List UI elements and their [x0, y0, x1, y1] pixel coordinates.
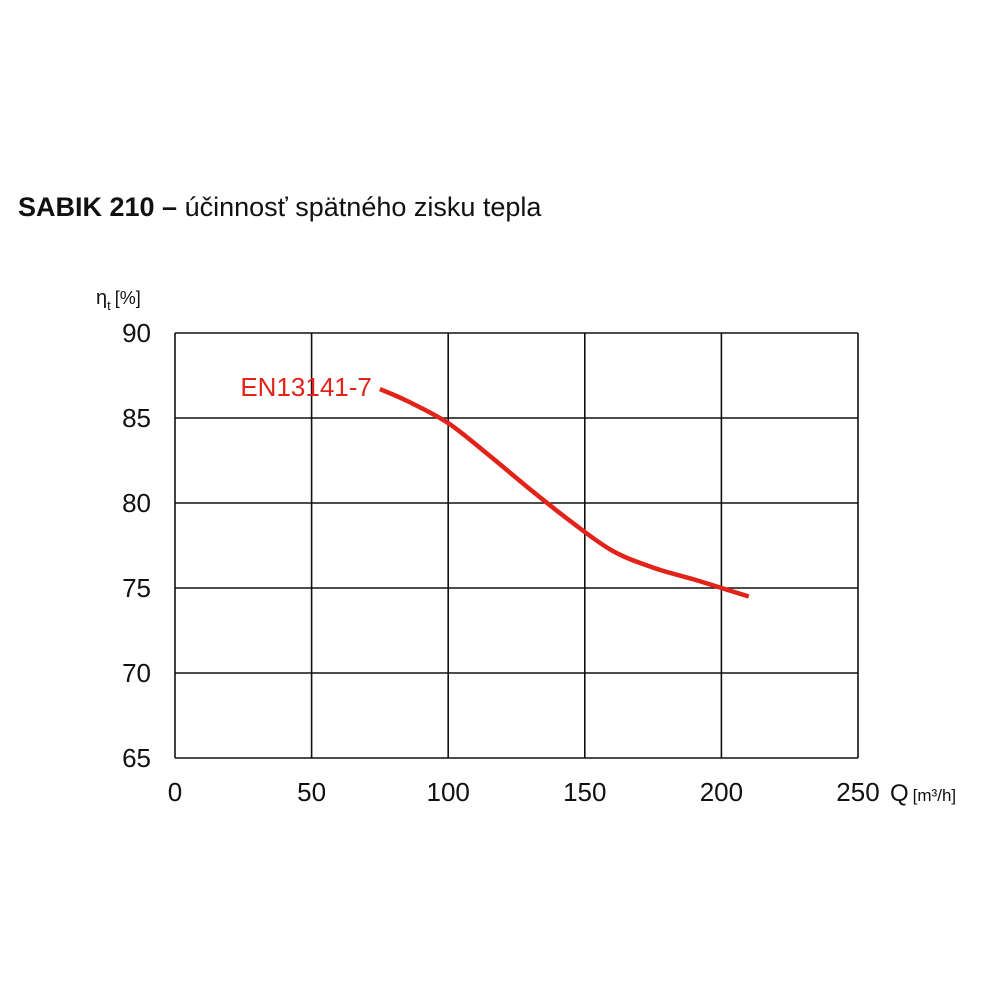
y-tick-label: 85 [122, 403, 151, 433]
series-label: EN13141-7 [240, 372, 372, 402]
y-tick-label: 75 [122, 573, 151, 603]
x-axis-symbol: Q [890, 780, 909, 807]
x-tick-label: 150 [563, 777, 606, 807]
chart-title-model: SABIK 210 – [18, 192, 178, 222]
y-tick-label: 65 [122, 743, 151, 773]
y-tick-label: 70 [122, 658, 151, 688]
x-axis-label: Q [m³/h] [890, 780, 956, 807]
y-axis-unit: [%] [115, 288, 141, 308]
y-tick-label: 90 [122, 318, 151, 348]
series-layer: EN13141-7 [240, 372, 750, 599]
x-tick-label: 100 [427, 777, 470, 807]
y-axis-subscript: t [107, 298, 111, 313]
y-axis-symbol: η [96, 287, 107, 309]
chart-title: SABIK 210 – účinnosť spätného zisku tepl… [18, 192, 541, 223]
x-tick-label: 200 [700, 777, 743, 807]
y-tick-label: 80 [122, 488, 151, 518]
axis-labels: ηt [%] Q [m³/h] [96, 287, 956, 807]
series-line-en13141-7 [379, 387, 750, 599]
y-axis-label: ηt [%] [96, 287, 141, 313]
x-tick-label: 50 [297, 777, 326, 807]
x-axis-unit: [m³/h] [913, 786, 956, 805]
tick-labels: 0 50 100 150 200 250 65 70 75 80 85 90 [122, 318, 880, 807]
grid [174, 332, 859, 759]
x-tick-label: 0 [168, 777, 182, 807]
chart-title-description: účinnosť spätného zisku tepla [177, 192, 542, 222]
x-tick-label: 250 [836, 777, 879, 807]
